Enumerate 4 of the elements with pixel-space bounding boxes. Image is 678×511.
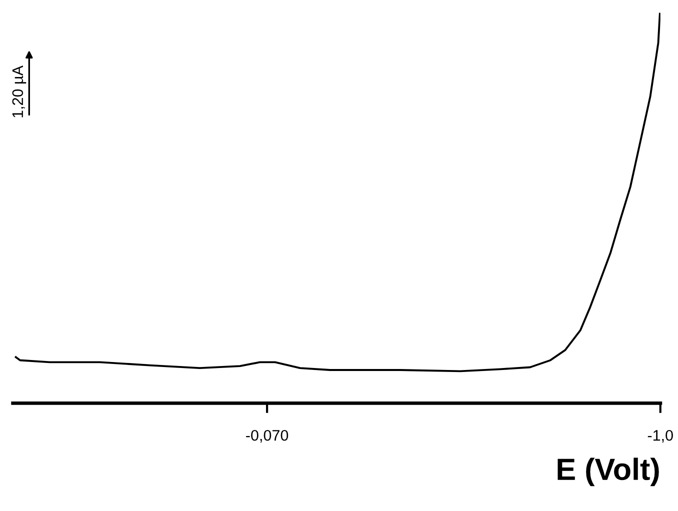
x-axis-title: E (Volt) <box>558 458 659 486</box>
annotation: 1,20 µA <box>12 66 26 118</box>
x-tick-label: -0,070 <box>246 430 288 443</box>
x-tick-label: -1,0 <box>648 430 673 443</box>
